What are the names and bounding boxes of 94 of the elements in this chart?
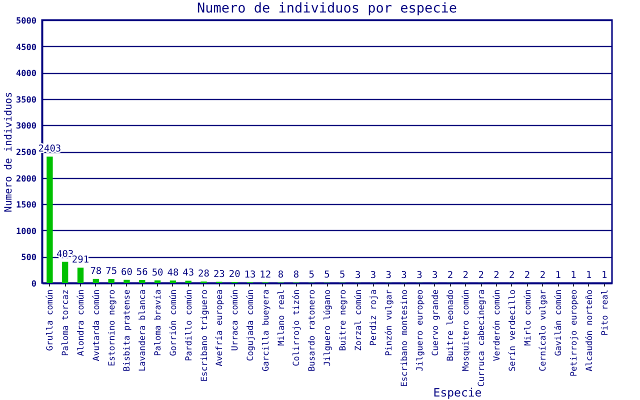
y-tick-label: 3500 xyxy=(16,95,36,106)
bar xyxy=(139,280,146,283)
x-tick-label: Perdiz roja xyxy=(369,290,380,346)
bar xyxy=(124,280,130,283)
bar xyxy=(46,156,53,283)
x-tick-label: Avutarda común xyxy=(92,290,102,362)
x-tick-label: Estornino negro xyxy=(107,290,118,366)
bar xyxy=(77,268,84,283)
x-tick-label: Serín verdecillo xyxy=(508,290,518,372)
y-axis-title: Numero de individuos xyxy=(4,92,14,212)
y-tick-label: 4000 xyxy=(16,69,36,80)
chart-title: Numero de individuos por especie xyxy=(196,0,458,16)
x-tick-label: Zorzal común xyxy=(354,290,364,351)
y-tick-label: 3000 xyxy=(16,122,36,132)
data-label: 3 xyxy=(432,270,438,281)
bar xyxy=(154,280,161,283)
y-tick-label: 5000 xyxy=(16,16,36,26)
x-tick-label: Buitre leonado xyxy=(446,290,456,362)
data-label: 8 xyxy=(278,270,284,281)
data-label: 1 xyxy=(601,270,608,281)
data-label: 2 xyxy=(462,270,469,281)
x-tick-label: Urraca común xyxy=(230,290,241,351)
data-label: 3 xyxy=(354,270,361,281)
data-label: 5 xyxy=(324,270,330,281)
data-label: 1 xyxy=(570,270,577,281)
data-label: 1 xyxy=(586,270,592,281)
x-tick-label: Buitre negro xyxy=(338,290,348,351)
data-label: 3 xyxy=(416,270,422,281)
x-tick-label: Pardillo común xyxy=(184,290,194,362)
x-tick-label: Paloma bravía xyxy=(154,290,164,356)
data-label: 8 xyxy=(293,270,300,281)
x-tick-label: Cernícalo vulgar xyxy=(538,290,549,372)
y-tick-label: 2000 xyxy=(16,174,36,184)
data-label: 60 xyxy=(121,266,133,278)
data-label: 75 xyxy=(106,266,118,278)
x-tick-label: Garcilla bueyera xyxy=(261,290,272,372)
x-tick-label: Grulla común xyxy=(46,290,56,351)
y-tick-label: 500 xyxy=(21,253,36,264)
x-tick-label: Bisbita pratense xyxy=(122,290,133,372)
x-tick-label: Pito real xyxy=(600,290,610,336)
y-tick-label: 1500 xyxy=(16,200,36,211)
bar xyxy=(108,279,114,283)
x-tick-label: Alondra común xyxy=(76,290,87,356)
data-label: 78 xyxy=(90,266,102,277)
y-tick-label: 2500 xyxy=(16,148,36,158)
y-tick-label: 4500 xyxy=(16,42,36,53)
data-label: 2 xyxy=(494,270,500,281)
x-tick-label: Lavandera blanca xyxy=(138,290,148,372)
data-label: 3 xyxy=(386,270,392,281)
x-tick-label: Verderón común xyxy=(492,290,502,362)
x-tick-label: Petirrojo europeo xyxy=(569,290,580,376)
data-label: 2 xyxy=(540,270,546,281)
y-tick-label: 1000 xyxy=(16,226,36,237)
x-tick-label: Jilguero europeo xyxy=(415,290,426,372)
data-label: 1 xyxy=(555,270,562,281)
x-tick-label: Milano real xyxy=(276,290,287,346)
x-tick-label: Escribano montesino xyxy=(400,290,410,387)
bar xyxy=(62,262,68,283)
x-tick-label: Cuervo grande xyxy=(430,290,441,356)
x-tick-label: Alcaudón norteño xyxy=(584,290,595,372)
x-tick-label: Pinzón vulgar xyxy=(384,290,395,356)
x-tick-label: Avefría europea xyxy=(215,290,226,366)
bar xyxy=(170,280,176,283)
data-label: 28 xyxy=(198,268,210,280)
data-label: 2 xyxy=(524,270,530,281)
data-label: 3 xyxy=(401,270,407,281)
x-tick-label: Mosquitero común xyxy=(462,290,472,372)
x-axis-title: Especie xyxy=(433,386,482,400)
x-tick-label: Paloma torcaz xyxy=(61,290,72,356)
data-label: 2 xyxy=(447,270,454,281)
data-label: 2 xyxy=(478,270,484,281)
x-tick-label: Busardo ratonero xyxy=(308,290,318,372)
data-label: 5 xyxy=(308,270,314,281)
data-label: 56 xyxy=(136,267,148,278)
data-label: 13 xyxy=(244,269,256,280)
data-label: 2 xyxy=(509,270,515,281)
data-label: 43 xyxy=(182,268,194,279)
x-tick-label: Mirlo común xyxy=(523,290,534,346)
data-label: 23 xyxy=(213,268,225,280)
data-label: 5 xyxy=(340,270,346,281)
data-label: 20 xyxy=(228,268,241,280)
data-label: 12 xyxy=(260,269,272,280)
data-label: 3 xyxy=(370,270,376,281)
x-tick-label: Gavilán común xyxy=(554,290,564,356)
x-tick-label: Colirrojo tizón xyxy=(292,290,302,366)
x-tick-label: Jilguero lúgano xyxy=(323,290,333,366)
x-tick-label: Gorrión común xyxy=(168,290,179,356)
y-tick-label: 0 xyxy=(31,280,36,290)
data-label: 48 xyxy=(167,267,179,278)
x-tick-label: Escribano triguero xyxy=(200,290,210,382)
data-label: 50 xyxy=(152,267,164,278)
x-tick-label: Curruca cabecinegra xyxy=(477,290,488,387)
bar xyxy=(92,278,99,283)
x-tick-label: Cogujada común xyxy=(246,290,256,362)
